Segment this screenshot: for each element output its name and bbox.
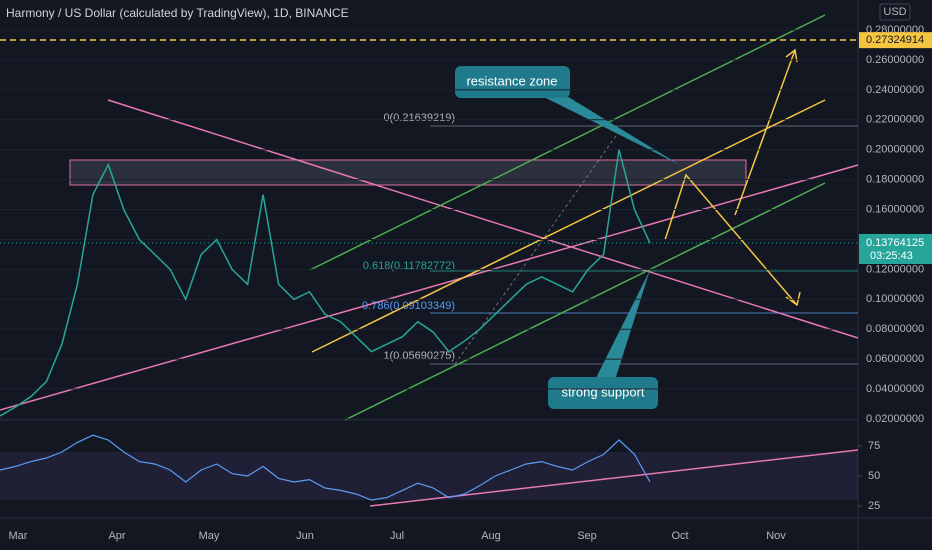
annotation: strong support: [561, 384, 644, 399]
y-tick-label: 0.12000000: [866, 263, 924, 275]
alert-tag-label: 0.27324914: [866, 34, 924, 46]
price-line: [0, 149, 651, 417]
trend-line: [0, 164, 859, 411]
annotation: resistance zone: [466, 73, 557, 88]
rsi-tick-label: 25: [868, 500, 880, 512]
y-tick-label: 0.22000000: [866, 114, 924, 126]
x-tick-label: Nov: [766, 530, 786, 542]
y-tick-label: 0.20000000: [866, 144, 924, 156]
fib-label: 0.618(0.11782772): [363, 260, 455, 272]
countdown: 03:25:43: [870, 250, 913, 262]
alert-tag: [859, 32, 932, 49]
x-tick-label: Jul: [390, 530, 404, 542]
x-tick-label: Mar: [9, 530, 28, 542]
y-tick-label: 0.24000000: [866, 84, 924, 96]
resistance-box: [69, 159, 747, 186]
channel-line: [344, 182, 826, 421]
channel-line: [309, 14, 826, 271]
callout-pointer: [595, 270, 650, 380]
y-tick-label: 0.18000000: [866, 174, 924, 186]
rsi-band: [0, 452, 858, 500]
y-tick-label: 0.08000000: [866, 323, 924, 335]
fib-label: 0(0.21639219): [383, 112, 455, 124]
projection-arrow: [664, 173, 798, 306]
price-tag: [859, 233, 932, 264]
price-tag-label: 0.13764125: [866, 237, 924, 249]
y-tick-label: 0.02000000: [866, 413, 924, 425]
x-tick-label: Sep: [577, 530, 597, 542]
x-tick-label: Oct: [671, 530, 688, 542]
fib-label: 0.786(0.09103349): [362, 300, 455, 312]
x-tick-label: Aug: [481, 530, 501, 542]
projection-arrow: [734, 49, 796, 216]
trend-line: [107, 99, 859, 339]
rsi-tick-label: 50: [868, 470, 880, 482]
x-tick-label: Apr: [108, 530, 125, 542]
channel-line: [311, 99, 826, 353]
chart-title: Harmony / US Dollar (calculated by Tradi…: [6, 6, 349, 20]
x-tick-label: May: [199, 530, 220, 542]
callout-pointer: [540, 95, 680, 165]
rsi-tick-label: 75: [868, 440, 880, 452]
callout: [548, 377, 658, 409]
arrow-head: [785, 48, 798, 63]
x-tick-label: Jun: [296, 530, 314, 542]
y-tick-label: 0.26000000: [866, 54, 924, 66]
currency-box: [879, 3, 911, 21]
currency: USD: [883, 6, 906, 18]
rsi-line: [0, 434, 651, 501]
y-tick-label: 0.06000000: [866, 353, 924, 365]
fib-label: 1(0.05690275): [383, 350, 455, 362]
y-tick-label: 0.04000000: [866, 383, 924, 395]
y-tick-label: 0.10000000: [866, 293, 924, 305]
y-tick-label: 0.16000000: [866, 203, 924, 215]
